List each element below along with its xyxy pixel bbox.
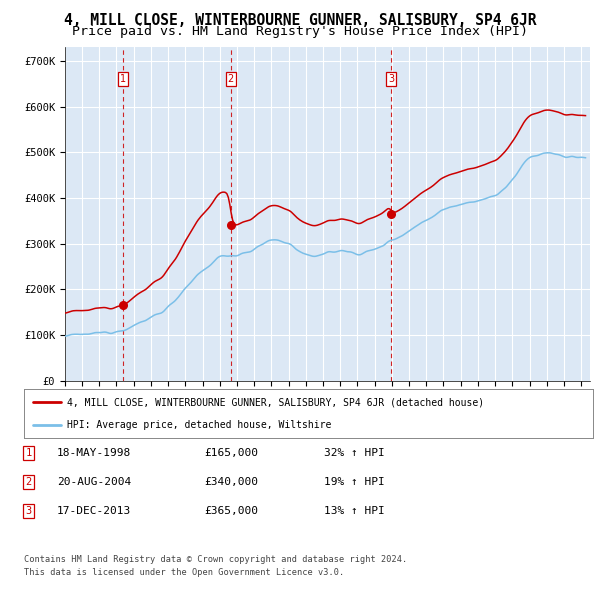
Text: 17-DEC-2013: 17-DEC-2013 [57,506,131,516]
Text: £365,000: £365,000 [204,506,258,516]
Text: 1: 1 [120,74,126,84]
Text: 18-MAY-1998: 18-MAY-1998 [57,448,131,458]
Text: 3: 3 [26,506,32,516]
Text: 2: 2 [26,477,32,487]
Text: This data is licensed under the Open Government Licence v3.0.: This data is licensed under the Open Gov… [24,568,344,577]
Text: Price paid vs. HM Land Registry's House Price Index (HPI): Price paid vs. HM Land Registry's House … [72,25,528,38]
Text: £340,000: £340,000 [204,477,258,487]
Text: 3: 3 [388,74,394,84]
Text: 4, MILL CLOSE, WINTERBOURNE GUNNER, SALISBURY, SP4 6JR: 4, MILL CLOSE, WINTERBOURNE GUNNER, SALI… [64,13,536,28]
Text: 1: 1 [26,448,32,458]
Text: £165,000: £165,000 [204,448,258,458]
Text: HPI: Average price, detached house, Wiltshire: HPI: Average price, detached house, Wilt… [67,419,331,430]
Text: 19% ↑ HPI: 19% ↑ HPI [324,477,385,487]
Text: 32% ↑ HPI: 32% ↑ HPI [324,448,385,458]
Text: 13% ↑ HPI: 13% ↑ HPI [324,506,385,516]
Text: Contains HM Land Registry data © Crown copyright and database right 2024.: Contains HM Land Registry data © Crown c… [24,555,407,564]
Text: 2: 2 [227,74,234,84]
Text: 4, MILL CLOSE, WINTERBOURNE GUNNER, SALISBURY, SP4 6JR (detached house): 4, MILL CLOSE, WINTERBOURNE GUNNER, SALI… [67,398,484,408]
Text: 20-AUG-2004: 20-AUG-2004 [57,477,131,487]
